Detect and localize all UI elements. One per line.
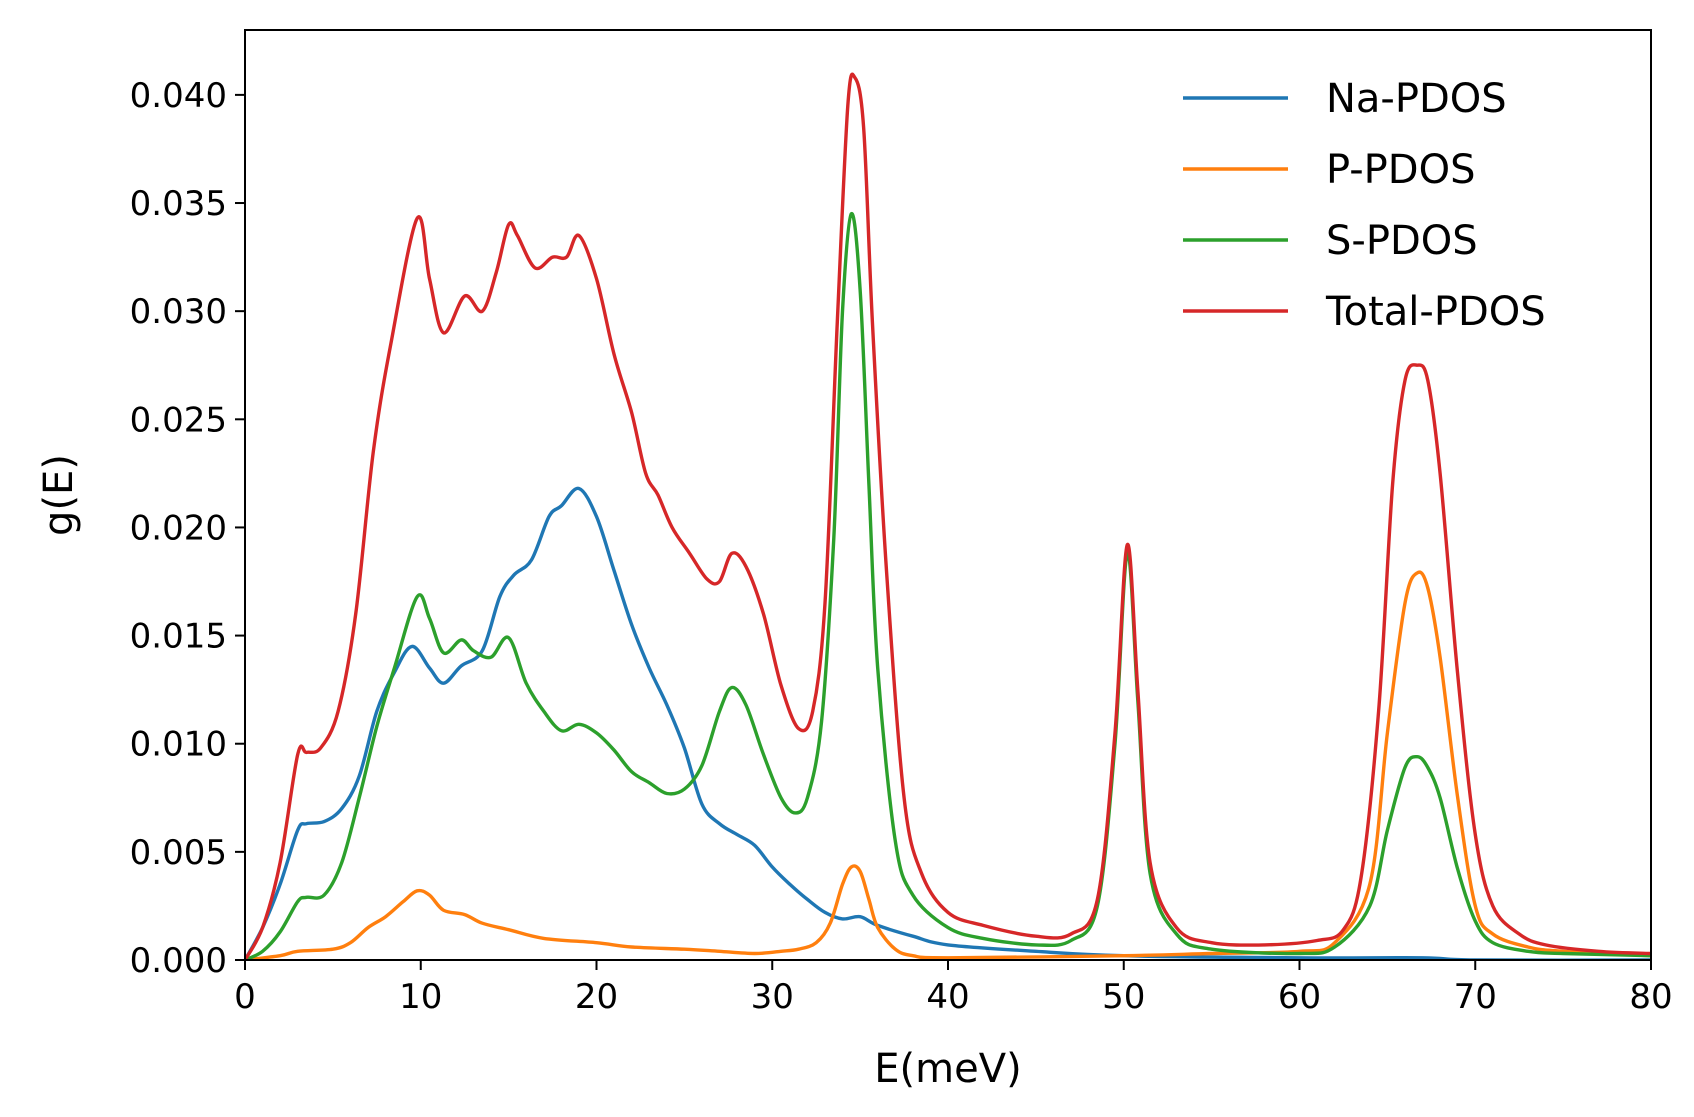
x-tick-label: 70 <box>1454 977 1497 1017</box>
y-axis-label: g(E) <box>36 454 82 536</box>
y-tick-label: 0.040 <box>130 76 227 116</box>
y-tick-label: 0.000 <box>130 941 227 981</box>
x-tick-label: 80 <box>1629 977 1672 1017</box>
x-tick-label: 30 <box>751 977 794 1017</box>
x-tick-label: 20 <box>575 977 618 1017</box>
series-line-p-pdos <box>245 570 1651 960</box>
legend-label-s-pdos: S-PDOS <box>1326 218 1478 264</box>
x-tick-label: 10 <box>399 977 442 1017</box>
series-line-s-pdos <box>245 212 1651 960</box>
y-axis-ticks: 0.000 0.005 0.010 0.015 0.020 0.025 0.030 0.035… <box>130 76 245 981</box>
y-tick-label: 0.015 <box>130 617 227 657</box>
legend-label-p-pdos: P-PDOS <box>1326 147 1475 193</box>
x-axis-label: E(meV) <box>874 1046 1021 1092</box>
x-tick-label: 40 <box>926 977 969 1017</box>
series-line-na-pdos <box>245 486 1651 960</box>
y-tick-label: 0.030 <box>130 292 227 332</box>
x-tick-label: 60 <box>1278 977 1321 1017</box>
legend-label-total-pdos: Total-PDOS <box>1325 289 1546 335</box>
legend: Na-PDOS P-PDOS S-PDOS Total-PDOS <box>1183 76 1546 335</box>
y-tick-label: 0.020 <box>130 508 227 548</box>
x-tick-label: 50 <box>1102 977 1145 1017</box>
x-axis-ticks: 0 10 20 30 40 50 60 70 80 <box>234 960 1673 1017</box>
series-layer <box>245 72 1651 960</box>
y-tick-label: 0.010 <box>130 725 227 765</box>
y-tick-label: 0.005 <box>130 833 227 873</box>
y-tick-label: 0.025 <box>130 400 227 440</box>
y-tick-label: 0.035 <box>130 184 227 224</box>
x-tick-label: 0 <box>234 977 256 1017</box>
series-line-total-pdos <box>245 72 1651 960</box>
legend-label-na-pdos: Na-PDOS <box>1326 76 1507 122</box>
